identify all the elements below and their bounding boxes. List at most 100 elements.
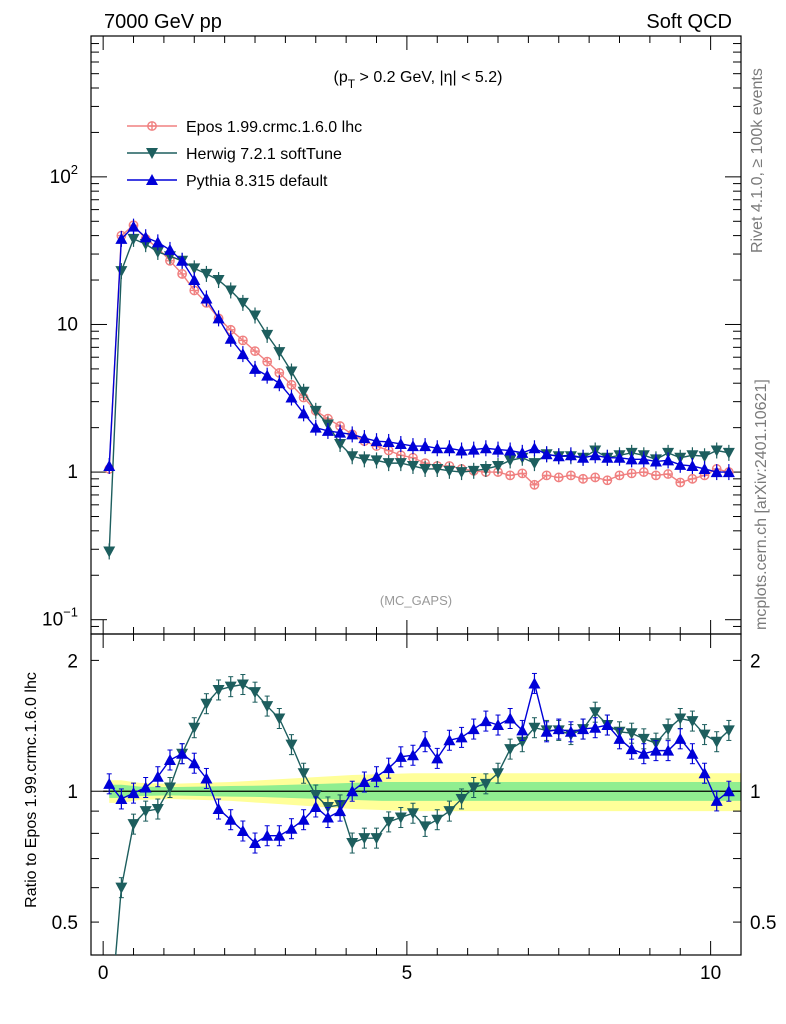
data-point [529, 479, 540, 490]
data-point [601, 451, 614, 463]
ratio-point [382, 762, 395, 774]
data-point [516, 446, 529, 458]
y-tick-label: 102 [50, 162, 78, 188]
ratio-point [370, 833, 383, 845]
data-point [686, 450, 699, 462]
data-point [200, 268, 213, 280]
y-tick-base: 1 [67, 462, 78, 483]
ratio-point [139, 806, 152, 818]
data-point [334, 438, 347, 450]
data-point [334, 426, 347, 438]
ratio-point [419, 735, 432, 747]
ratio-point [710, 794, 723, 806]
data-point [370, 455, 383, 467]
data-point [443, 465, 456, 477]
data-point [188, 263, 201, 275]
data-point [431, 463, 444, 475]
ratio-point [127, 819, 140, 831]
ratio-frame [90, 633, 742, 956]
data-point [504, 444, 517, 456]
ratio-point [625, 728, 638, 740]
ratio-point [431, 814, 444, 826]
ratio-point [249, 837, 262, 849]
ratio-point [176, 747, 189, 759]
data-point [566, 470, 576, 481]
y-tick-exp: 2 [71, 162, 78, 177]
data-point [261, 369, 274, 381]
ratio-point [662, 744, 675, 756]
ratio-point [455, 793, 468, 805]
data-point [103, 546, 116, 558]
data-point [358, 432, 371, 444]
data-point [431, 442, 444, 454]
ratio-point [394, 750, 407, 762]
data-point [103, 459, 116, 471]
legend-entry-2: Pythia 8.315 default [127, 173, 328, 190]
data-point [236, 348, 249, 360]
ratio-point [309, 790, 322, 802]
ratio-point [200, 698, 213, 710]
ratio-point [467, 723, 480, 735]
series-1 [103, 230, 735, 560]
ratio-point [200, 772, 213, 784]
data-point [406, 440, 419, 452]
data-point [455, 444, 468, 456]
series-0 [104, 220, 734, 490]
title-open: (p [334, 69, 348, 86]
legend-label: Pythia 8.315 default [186, 173, 328, 190]
x-tick-label: 0 [98, 963, 109, 984]
ratio-point [285, 739, 298, 751]
ratio-point [637, 747, 650, 759]
legend-label: Herwig 7.2.1 softTune [186, 146, 342, 163]
y-tick-label: 10 [57, 314, 78, 335]
data-point [297, 407, 310, 419]
ratio-point [613, 732, 626, 744]
ratio-point [564, 725, 577, 737]
ratio-point [492, 768, 505, 780]
ratio-point [370, 770, 383, 782]
ratio-point [516, 736, 529, 748]
ratio-point [479, 778, 492, 790]
y-tick-base: 10 [50, 167, 71, 188]
x-tick-label: 10 [700, 963, 721, 984]
ratio-point [443, 734, 456, 746]
ratio-point [188, 757, 201, 769]
title-sub: T [348, 77, 356, 91]
data-point [394, 437, 407, 449]
data-point [637, 453, 650, 465]
data-point [176, 254, 189, 266]
ratio-point [698, 767, 711, 779]
rivet-version: Rivet 4.1.0, ≥ 100k events [749, 68, 766, 253]
y-tick-label: 10−1 [42, 605, 78, 631]
ratio-point [346, 785, 359, 797]
title-rest: > 0.2 GeV, |η| < 5.2) [355, 69, 502, 86]
data-point [212, 275, 225, 287]
ratio-point [516, 724, 529, 736]
data-point [504, 455, 517, 467]
data-point [224, 332, 237, 344]
data-point [237, 335, 248, 346]
ratio-point [273, 713, 286, 725]
data-point [249, 362, 262, 374]
data-point [626, 468, 637, 479]
data-point [285, 366, 298, 378]
ratio-point [115, 792, 128, 804]
ratio-point [163, 753, 176, 765]
data-point [249, 310, 262, 322]
data-point [675, 477, 686, 488]
data-point [115, 266, 128, 278]
ratio-point [479, 715, 492, 727]
ratio-point [394, 812, 407, 824]
data-point [722, 447, 735, 459]
data-point [698, 451, 711, 463]
data-point [212, 312, 225, 324]
ratio-y-tick-label-right: 0.5 [750, 913, 776, 934]
ratio-point [662, 724, 675, 736]
data-point [602, 475, 613, 486]
series-line [108, 237, 729, 552]
data-point [710, 466, 723, 478]
data-point [285, 391, 298, 403]
ratio-ylabel: Ratio to Epos 1.99.crmc.1.6.0 lhc [23, 672, 40, 908]
data-point [455, 467, 468, 479]
